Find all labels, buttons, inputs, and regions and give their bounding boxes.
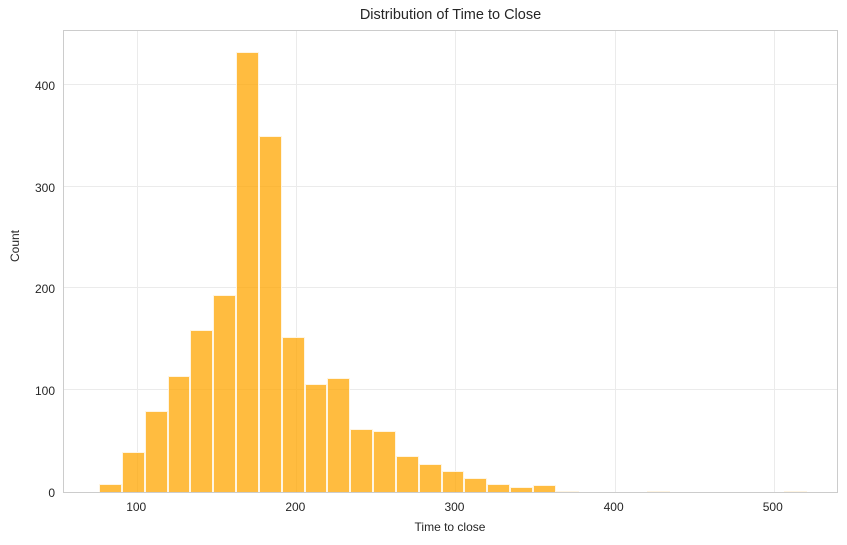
gridline-vertical [296, 31, 298, 492]
x-axis-label: Time to close [414, 520, 486, 534]
histogram-bar [784, 490, 807, 492]
x-tick-label: 200 [285, 500, 306, 514]
histogram-bar [281, 337, 305, 492]
histogram-bar [121, 452, 145, 492]
histogram-bar [258, 135, 282, 492]
y-tick-label: 300 [34, 180, 55, 195]
histogram-bar [532, 484, 556, 492]
histogram-bar [213, 294, 237, 492]
y-tick-label: 400 [34, 78, 55, 93]
histogram-bar [99, 483, 122, 492]
y-tick-label: 200 [34, 282, 55, 297]
histogram-bar [236, 52, 259, 492]
histogram-bar [327, 378, 351, 492]
gridline-vertical [455, 31, 457, 492]
x-tick-label: 100 [126, 500, 147, 514]
chart-title: Distribution of Time to Close [359, 7, 542, 23]
histogram-bar [464, 477, 488, 492]
histogram-bar [441, 470, 465, 492]
gridline-vertical [614, 31, 616, 492]
histogram-bar [304, 384, 328, 492]
histogram-bar [487, 483, 511, 492]
y-tick-label: 100 [34, 384, 55, 399]
histogram-bar [144, 410, 168, 492]
x-tick-label: 300 [444, 500, 465, 514]
gridline-vertical [137, 31, 139, 492]
histogram-bar [190, 330, 214, 492]
gridline-horizontal [64, 83, 837, 85]
gridline-horizontal [64, 185, 837, 187]
gridline-vertical [773, 31, 775, 492]
x-tick-label: 500 [762, 500, 783, 514]
x-tick-label: 400 [603, 500, 624, 514]
histogram-bar [510, 486, 533, 492]
gridline-horizontal [64, 389, 837, 391]
histogram-bar [395, 456, 419, 492]
histogram-bar [418, 463, 442, 492]
histogram-bar [647, 490, 670, 492]
histogram-bar [167, 376, 191, 492]
gridline-horizontal [64, 287, 837, 289]
histogram-bar [555, 490, 579, 492]
histogram-bar [350, 428, 374, 492]
y-axis-label: Count [8, 229, 22, 262]
plot-area [63, 30, 838, 493]
histogram-bar [373, 430, 396, 492]
y-tick-label: 0 [48, 486, 55, 500]
